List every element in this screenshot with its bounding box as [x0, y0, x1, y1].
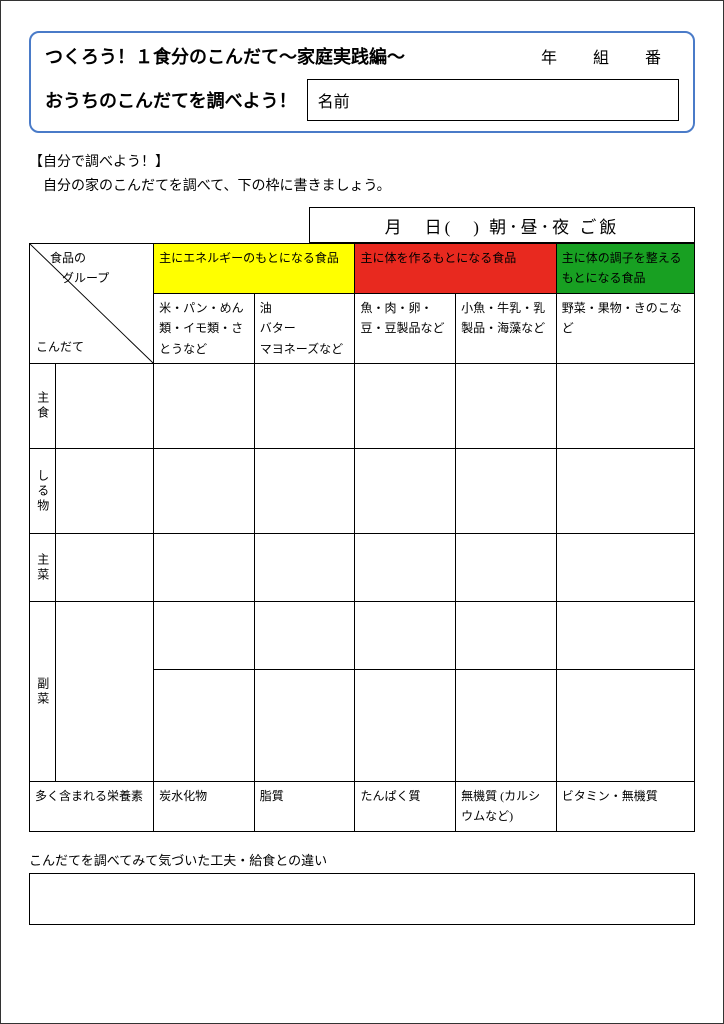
- table-cell[interactable]: [254, 449, 355, 534]
- date-box[interactable]: 月 日( ) 朝･昼･夜 ご飯: [309, 207, 695, 243]
- table-cell[interactable]: [556, 364, 694, 449]
- group-header-body: 主に体を作るもとになる食品: [355, 244, 556, 294]
- notes-label: こんだてを調べてみて気づいた工夫・給食との違い: [29, 850, 695, 869]
- table-cell[interactable]: [556, 534, 694, 602]
- table-cell[interactable]: [355, 534, 456, 602]
- table-cell[interactable]: [355, 670, 456, 782]
- row-label-main: 主菜: [30, 534, 56, 602]
- row-label-staple: 主食: [30, 364, 56, 449]
- table-cell[interactable]: [355, 364, 456, 449]
- table-cell[interactable]: [154, 670, 255, 782]
- table-cell[interactable]: [55, 534, 153, 602]
- main-title: つくろう！１食分のこんだて～家庭実践編～: [45, 43, 541, 69]
- subheader-c1: 米・パン・めん類・イモ類・さとうなど: [154, 293, 255, 363]
- group-header-energy: 主にエネルギーのもとになる食品: [154, 244, 355, 294]
- table-cell[interactable]: [456, 670, 557, 782]
- table-cell[interactable]: [556, 449, 694, 534]
- group-header-health: 主に体の調子を整えるもとになる食品: [556, 244, 694, 294]
- table-cell[interactable]: [254, 602, 355, 670]
- table-cell[interactable]: [254, 364, 355, 449]
- table-cell[interactable]: [456, 602, 557, 670]
- section-label: 【自分で調べよう！】: [29, 151, 695, 171]
- table-cell[interactable]: [55, 449, 153, 534]
- subheader-c2: 油 バター マヨネーズなど: [254, 293, 355, 363]
- table-cell[interactable]: [154, 364, 255, 449]
- table-cell[interactable]: [254, 534, 355, 602]
- table-cell[interactable]: [154, 534, 255, 602]
- nutrient-n2: 脂質: [254, 782, 355, 832]
- table-cell[interactable]: [254, 670, 355, 782]
- subtitle: おうちのこんだてを調べよう！: [45, 79, 307, 121]
- subheader-c5: 野菜・果物・きのこなど: [556, 293, 694, 363]
- row-label-soup: しる物: [30, 449, 56, 534]
- subheader-c4: 小魚・牛乳・乳製品・海藻など: [456, 293, 557, 363]
- name-input-box[interactable]: 名前: [307, 79, 679, 121]
- table-cell[interactable]: [154, 602, 255, 670]
- table-cell[interactable]: [355, 449, 456, 534]
- subheader-c3: 魚・肉・卵・豆・豆製品など: [355, 293, 456, 363]
- diagonal-header: 食品の グループ こんだて: [30, 244, 154, 364]
- table-cell[interactable]: [556, 602, 694, 670]
- table-cell[interactable]: [55, 602, 153, 782]
- table-cell[interactable]: [456, 534, 557, 602]
- header-box: つくろう！１食分のこんだて～家庭実践編～ 年 組 番 おうちのこんだてを調べよう…: [29, 31, 695, 133]
- nutrient-n3: たんぱく質: [355, 782, 456, 832]
- table-cell[interactable]: [355, 602, 456, 670]
- table-cell[interactable]: [154, 449, 255, 534]
- nutrients-label: 多く含まれる栄養素: [30, 782, 154, 832]
- table-cell[interactable]: [456, 449, 557, 534]
- table-cell[interactable]: [55, 364, 153, 449]
- nutrient-n4: 無機質 (カルシウムなど): [456, 782, 557, 832]
- diag-bottom: こんだて: [36, 337, 84, 357]
- row-label-side: 副菜: [30, 602, 56, 782]
- notes-box[interactable]: [29, 873, 695, 925]
- menu-table: 食品の グループ こんだて 主にエネルギーのもとになる食品 主に体を作るもとにな…: [29, 243, 695, 832]
- nutrient-n5: ビタミン・無機質: [556, 782, 694, 832]
- nutrient-n1: 炭水化物: [154, 782, 255, 832]
- table-cell[interactable]: [456, 364, 557, 449]
- diag-top: 食品の グループ: [50, 248, 109, 289]
- class-info: 年 組 番: [541, 44, 679, 68]
- table-cell[interactable]: [556, 670, 694, 782]
- section-desc: 自分の家のこんだてを調べて、下の枠に書きましょう。: [43, 175, 695, 195]
